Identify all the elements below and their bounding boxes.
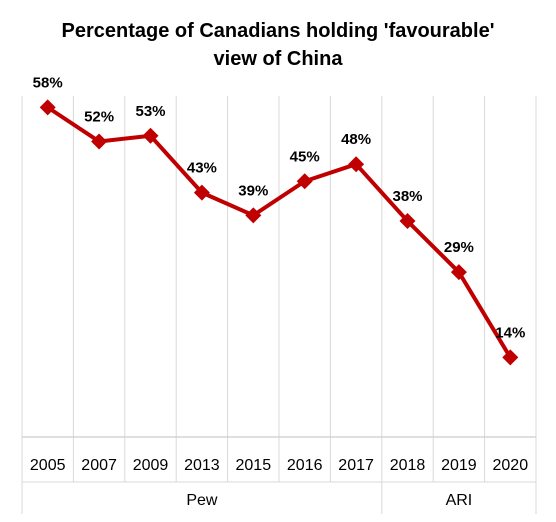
x-tick-label: 2015: [236, 457, 272, 474]
data-point-marker: [91, 133, 108, 150]
x-tick-label: 2017: [338, 457, 374, 474]
data-point-marker: [142, 127, 159, 144]
data-point-marker: [296, 173, 313, 190]
data-point-marker: [39, 99, 56, 116]
x-tick-label: 2005: [30, 457, 66, 474]
data-point-marker: [193, 184, 210, 201]
x-tick-label: 2016: [287, 457, 323, 474]
chart-title-line-1: Percentage of Canadians holding 'favoura…: [61, 20, 495, 42]
data-label: 29%: [444, 239, 474, 256]
data-label: 45%: [290, 148, 320, 165]
chart-title-line-2: view of China: [213, 48, 343, 70]
data-label: 52%: [84, 108, 114, 125]
data-label: 14%: [495, 324, 525, 341]
data-label: 53%: [135, 103, 165, 120]
data-point-marker: [399, 213, 416, 230]
x-tick-label: 2019: [441, 457, 477, 474]
data-label: 38%: [392, 188, 422, 205]
data-label: 43%: [187, 160, 217, 177]
x-tick-label: 2018: [390, 457, 426, 474]
data-label: 58%: [33, 74, 63, 91]
x-tick-label: 2009: [133, 457, 169, 474]
data-point-marker: [502, 349, 519, 366]
data-label: 39%: [238, 182, 268, 199]
x-tick-label: 2020: [493, 457, 529, 474]
data-label: 48%: [341, 131, 371, 148]
data-point-marker: [245, 207, 262, 224]
series-line: [45, 105, 513, 360]
data-point-marker: [450, 264, 467, 281]
data-point-marker: [348, 156, 365, 173]
x-tick-label: 2013: [184, 457, 220, 474]
x-group-label: ARI: [446, 492, 473, 509]
x-group-label: Pew: [186, 492, 218, 509]
x-tick-label: 2007: [81, 457, 117, 474]
